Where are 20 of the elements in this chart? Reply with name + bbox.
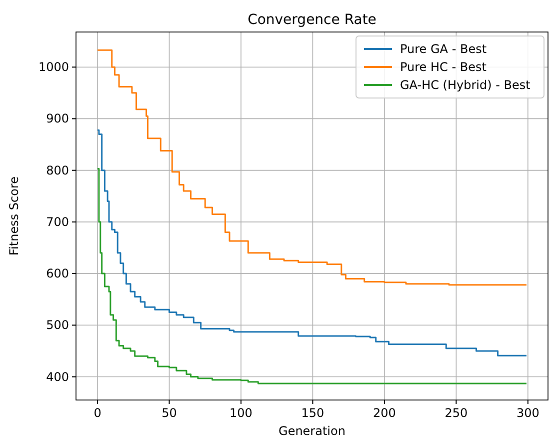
chart-title: Convergence Rate — [248, 12, 376, 28]
y-tick-label: 800 — [46, 163, 69, 178]
x-tick-label: 0 — [94, 406, 102, 420]
x-tick-label: 150 — [301, 406, 324, 420]
x-tick-label: 200 — [372, 406, 396, 420]
legend-label: Pure GA - Best — [400, 42, 487, 56]
y-tick-label: 500 — [46, 318, 69, 332]
legend-label: Pure HC - Best — [400, 60, 487, 74]
x-axis-title: Generation — [278, 424, 346, 438]
x-tick-label: 250 — [444, 406, 468, 420]
x-tick-label: 100 — [230, 406, 252, 420]
x-tick-label: 300 — [516, 406, 540, 420]
y-tick-label: 700 — [46, 214, 69, 229]
y-tick-label: 400 — [46, 370, 69, 384]
x-tick-label: 50 — [162, 406, 177, 420]
y-axis-title: Fitness Score — [7, 176, 21, 256]
y-tick-label: 900 — [46, 112, 69, 126]
y-tick-label: 600 — [46, 266, 69, 281]
legend-label: GA-HC (Hybrid) - Best — [400, 78, 531, 92]
y-tick-label: 1000 — [38, 60, 69, 74]
